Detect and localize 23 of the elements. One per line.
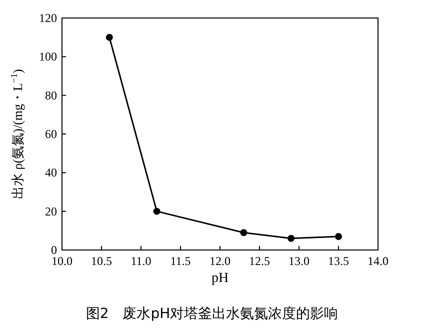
y-tick-label: 20 bbox=[45, 204, 57, 218]
x-tick-label: 11.0 bbox=[130, 254, 152, 268]
point bbox=[106, 34, 113, 41]
y-tick-label: 0 bbox=[51, 243, 57, 257]
point bbox=[153, 208, 160, 215]
point bbox=[240, 229, 248, 236]
x-tick-label: 11.5 bbox=[170, 254, 191, 268]
y-tick-label: 120 bbox=[39, 11, 57, 25]
x-tick-label: 12.5 bbox=[249, 254, 270, 268]
x-tick-label: 13.5 bbox=[328, 254, 349, 268]
x-tick-label: 12.0 bbox=[210, 254, 230, 268]
y-tick-label: 60 bbox=[45, 127, 57, 141]
y-tick-label: 40 bbox=[45, 166, 57, 180]
x-axis-title: pH bbox=[211, 271, 229, 286]
x-tick-label: 14.0 bbox=[368, 254, 388, 268]
x-tick-label: 13.0 bbox=[288, 254, 310, 268]
x-tick-label: 10.0 bbox=[52, 254, 72, 268]
point bbox=[288, 234, 295, 242]
caption: 图2 废水pH对塔釜出水氨氮浓度的影响 bbox=[86, 306, 338, 322]
y-tick-label: 100 bbox=[39, 50, 57, 64]
x-tick-label: 10.5 bbox=[91, 254, 112, 268]
point bbox=[335, 232, 342, 240]
y-tick-label: 80 bbox=[45, 88, 57, 102]
